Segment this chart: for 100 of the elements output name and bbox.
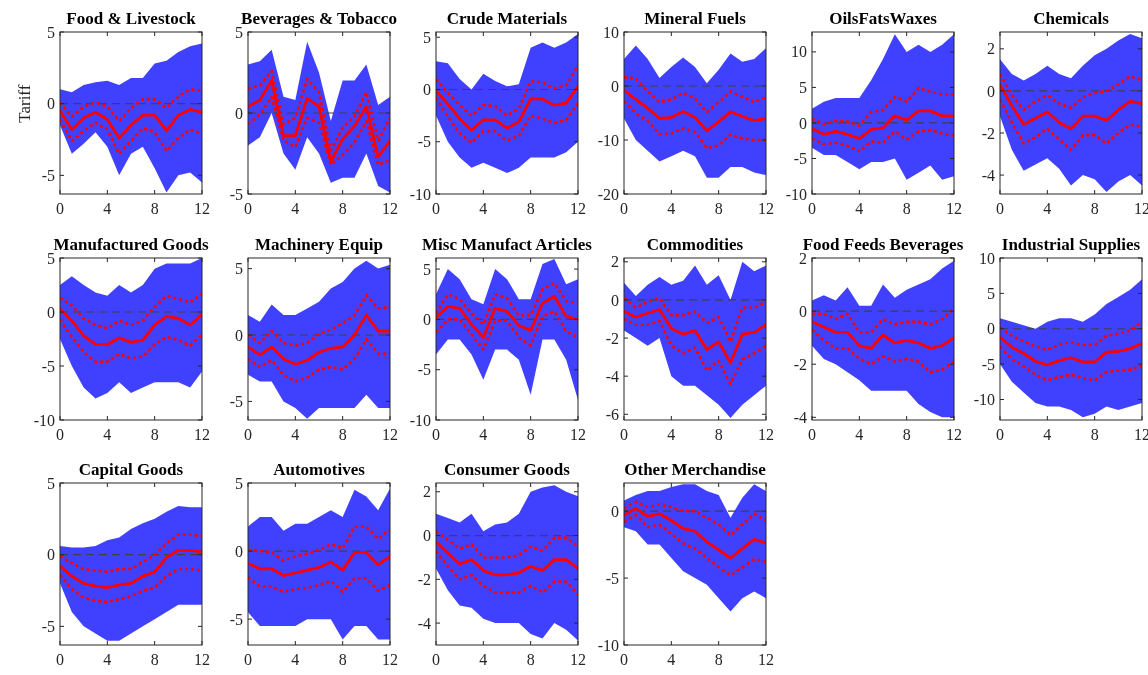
x-tick-label: 4 [291,651,300,668]
x-tick-label: 12 [570,651,586,668]
line-series [812,328,954,374]
y-tick-label: -2 [605,329,619,347]
y-tick-label: 5 [799,79,807,97]
line-series [436,310,578,351]
line-series [60,318,202,363]
y-tick-label: 5 [423,260,431,278]
y-tick-label: 5 [987,284,995,302]
y-tick-label: 0 [47,546,55,564]
chart-title: Industrial Supplies [1001,235,1141,254]
y-tick-label: -5 [41,617,55,635]
y-tick-label: -2 [417,570,431,588]
chart-title: Consumer Goods [444,460,571,479]
x-tick-label: 8 [526,651,535,668]
y-tick-label: 5 [235,260,243,278]
y-tick-label: 0 [235,542,243,560]
line-series [248,293,390,347]
x-tick-label: 12 [570,200,586,217]
y-tick-label: -2 [981,124,995,142]
x-tick-label: 12 [194,200,210,217]
y-tick-label: 5 [423,28,431,46]
x-tick-label: 12 [194,651,210,668]
x-tick-label: 4 [479,426,488,443]
line-series [1000,72,1142,112]
chart-title: Commodities [646,235,744,254]
line-series [248,551,390,577]
line-series [624,317,766,386]
y-tick-label: 5 [235,23,243,41]
y-tick-label: -5 [417,361,431,379]
chart-title: Machinery Equip [255,235,383,254]
y-tick-label: 5 [47,23,55,41]
x-tick-label: 4 [855,200,864,217]
line-series [248,313,390,366]
x-tick-label: 8 [714,426,723,443]
y-tick-label: 2 [423,483,431,501]
x-tick-label: 8 [150,426,159,443]
line-series [248,525,390,562]
line-series [436,549,578,596]
y-tick-label: -10 [33,411,55,429]
line-series [436,84,578,132]
line-series [1000,98,1142,152]
x-tick-label: 8 [526,200,535,217]
y-tick-label: 0 [423,527,431,545]
y-tick-label: -4 [605,367,619,385]
line-series [624,507,766,560]
y-tick-label: -5 [229,185,243,203]
y-tick-label: 0 [987,320,995,338]
y-tick-label: 5 [47,249,55,267]
y-tick-label: 10 [979,249,995,267]
x-tick-label: 4 [291,200,300,217]
line-series [60,567,202,604]
y-tick-label: -5 [981,355,995,373]
x-tick-label: 12 [382,200,398,217]
x-tick-label: 4 [103,200,112,217]
chart-title: Other Merchandise [624,460,767,479]
y-tick-label: -4 [981,166,995,184]
line-series [436,64,578,117]
x-tick-label: 8 [338,651,347,668]
y-tick-label: 10 [603,23,619,41]
x-tick-label: 8 [714,651,723,668]
line-series [624,76,766,114]
y-tick-label: 5 [235,474,243,492]
y-tick-label: -6 [605,405,619,423]
y-tick-label: -4 [793,408,807,426]
y-tick-label: -10 [597,131,619,149]
x-tick-label: 4 [479,651,488,668]
line-series [1000,335,1142,367]
x-tick-label: 8 [902,426,911,443]
y-tick-label: -5 [605,569,619,587]
line-series [812,128,954,153]
y-tick-label: 0 [799,114,807,132]
line-series [1000,83,1142,131]
x-tick-label: 4 [667,651,676,668]
y-tick-label: -5 [793,150,807,168]
y-tick-label: -20 [597,185,619,203]
x-tick-label: 12 [758,426,774,443]
y-tick-label: 0 [423,81,431,99]
chart-title: Misc Manufact Articles [422,235,593,254]
y-tick-label: 0 [611,291,619,309]
chart-title: Automotives [273,460,366,479]
x-tick-label: 12 [758,200,774,217]
y-tick-label: 0 [235,326,243,344]
x-tick-label: 4 [479,200,488,217]
x-tick-label: 8 [150,200,159,217]
line-series [248,575,390,594]
y-axis-title: Tariff [15,84,34,123]
line-series [60,118,202,156]
line-series [436,540,578,577]
chart-title: Mineral Fuels [644,9,747,28]
line-series [60,292,202,330]
x-tick-label: 4 [103,426,112,443]
chart-title: OilsFatsWaxes [829,9,938,28]
y-tick-label: -5 [41,166,55,184]
chart-title: Beverages & Tobacco [241,9,397,28]
x-tick-label: 4 [1043,200,1052,217]
y-tick-label: 0 [611,77,619,95]
line-series [624,308,766,365]
y-tick-label: -10 [785,185,807,203]
x-tick-label: 4 [1043,426,1052,443]
